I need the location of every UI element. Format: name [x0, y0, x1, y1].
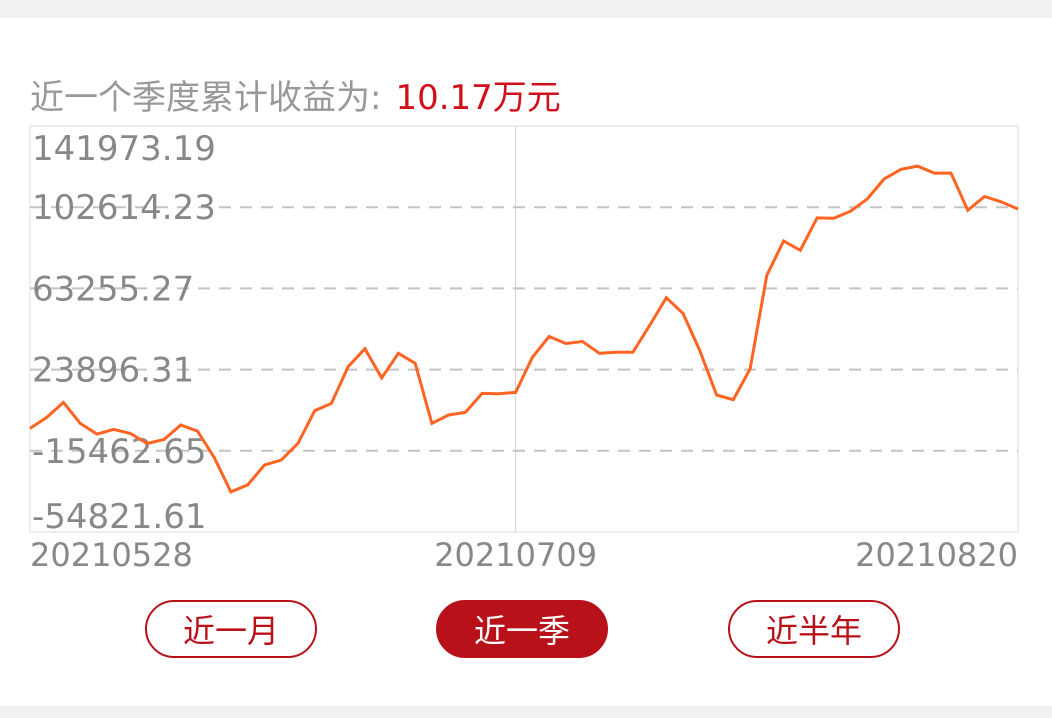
- title-label: 近一个季度累计收益为:: [30, 78, 382, 118]
- cumulative-return-title: 近一个季度累计收益为: 10.17万元: [30, 70, 561, 119]
- x-tick-label: 20210528: [30, 536, 193, 574]
- x-tick-label: 20210820: [855, 536, 1018, 574]
- card: [0, 18, 1052, 706]
- y-tick-label: 141973.19: [32, 129, 216, 169]
- y-tick-label: 23896.31: [32, 351, 194, 391]
- y-tick-label: -54821.61: [32, 497, 207, 537]
- plot-border: [29, 125, 1019, 533]
- y-tick-label: 63255.27: [32, 269, 194, 309]
- button-one-month[interactable]: 近一月: [145, 600, 317, 658]
- series-line: [29, 164, 1019, 494]
- return-value: 10.17万元: [395, 78, 561, 118]
- y-tick-label: 102614.23: [32, 188, 216, 228]
- button-one-quarter[interactable]: 近一季: [436, 600, 608, 658]
- y-tick-label: -15462.65: [32, 432, 207, 472]
- x-tick-label: 20210709: [434, 536, 597, 574]
- button-half-year[interactable]: 近半年: [728, 600, 900, 658]
